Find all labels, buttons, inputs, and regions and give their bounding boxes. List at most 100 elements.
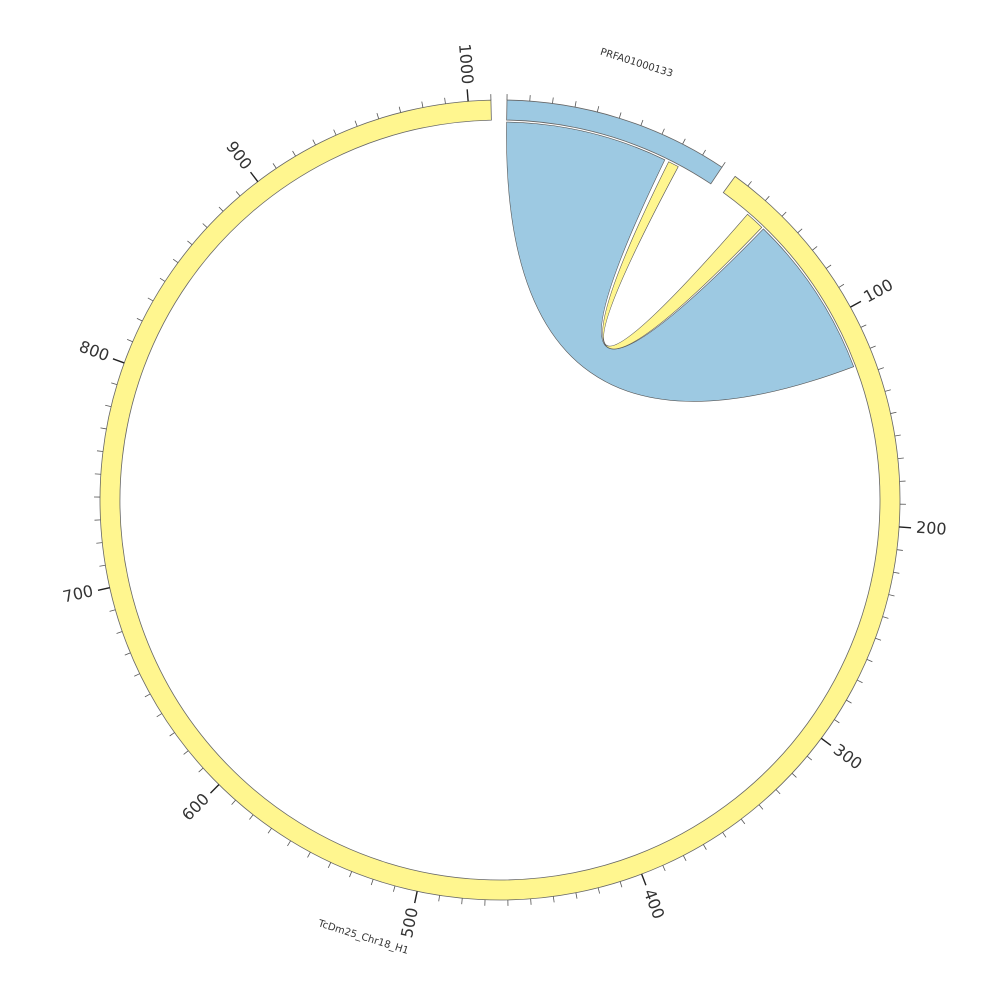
minor-tick bbox=[96, 542, 103, 544]
tick-label: 800 bbox=[77, 337, 112, 365]
minor-tick bbox=[806, 755, 813, 761]
minor-tick bbox=[393, 885, 396, 892]
sector bbox=[506, 99, 723, 185]
major-tick bbox=[413, 891, 418, 904]
minor-tick bbox=[100, 427, 107, 430]
minor-tick bbox=[333, 129, 337, 136]
minor-tick bbox=[890, 411, 897, 414]
tick-label: 200 bbox=[915, 518, 947, 539]
minor-tick bbox=[884, 389, 891, 392]
minor-tick bbox=[897, 457, 904, 459]
minor-tick bbox=[846, 699, 852, 704]
sector bbox=[99, 99, 901, 901]
minor-tick bbox=[758, 804, 764, 810]
minor-tick bbox=[597, 887, 601, 894]
sector-name: PRFA01000133 bbox=[599, 47, 674, 80]
major-tick bbox=[850, 300, 862, 308]
tick-label: 300 bbox=[830, 740, 866, 773]
minor-tick bbox=[860, 324, 867, 328]
minor-tick bbox=[134, 673, 140, 677]
tick-label: 700 bbox=[61, 581, 95, 606]
minor-tick bbox=[287, 840, 291, 847]
minor-tick bbox=[202, 223, 208, 228]
minor-tick bbox=[893, 571, 900, 574]
major-tick bbox=[466, 89, 469, 102]
minor-tick bbox=[159, 277, 166, 282]
minor-tick bbox=[96, 450, 103, 452]
minor-tick bbox=[702, 844, 707, 850]
minor-tick bbox=[857, 679, 863, 684]
minor-tick bbox=[552, 896, 555, 903]
minor-tick bbox=[376, 112, 380, 119]
minor-tick bbox=[834, 719, 840, 724]
link bbox=[506, 121, 855, 402]
minor-tick bbox=[370, 879, 374, 886]
minor-tick bbox=[722, 832, 727, 838]
minor-tick bbox=[272, 163, 277, 169]
major-tick bbox=[209, 784, 220, 794]
minor-tick bbox=[596, 106, 600, 113]
minor-tick bbox=[444, 97, 446, 104]
minor-tick bbox=[619, 881, 623, 888]
minor-tick bbox=[218, 206, 224, 212]
minor-tick bbox=[869, 345, 876, 349]
minor-tick bbox=[461, 898, 463, 905]
minor-tick bbox=[124, 652, 131, 656]
minor-tick bbox=[878, 367, 884, 371]
tick-label: 500 bbox=[397, 906, 422, 940]
major-tick bbox=[899, 526, 912, 529]
minor-tick bbox=[702, 149, 706, 156]
minor-tick bbox=[618, 112, 622, 119]
major-tick bbox=[641, 873, 647, 886]
minor-tick bbox=[327, 862, 332, 869]
minor-tick bbox=[421, 101, 424, 108]
minor-tick bbox=[791, 773, 797, 778]
minor-tick bbox=[662, 865, 666, 872]
minor-tick bbox=[888, 594, 895, 597]
minor-tick bbox=[812, 246, 818, 251]
minor-tick bbox=[882, 616, 889, 619]
minor-tick bbox=[781, 211, 787, 217]
minor-tick bbox=[147, 297, 154, 302]
tick-label: 100 bbox=[860, 275, 896, 306]
minor-tick bbox=[896, 549, 903, 551]
minor-tick bbox=[640, 119, 644, 126]
minor-tick bbox=[99, 564, 106, 567]
minor-tick bbox=[574, 101, 577, 108]
minor-tick bbox=[349, 871, 353, 878]
minor-tick bbox=[312, 139, 316, 146]
minor-tick bbox=[765, 195, 770, 201]
minor-tick bbox=[866, 659, 873, 663]
minor-tick bbox=[231, 799, 236, 805]
minor-tick bbox=[292, 150, 296, 157]
minor-tick bbox=[875, 637, 882, 641]
minor-tick bbox=[438, 895, 441, 902]
minor-tick bbox=[126, 338, 133, 343]
minor-tick bbox=[575, 892, 578, 899]
minor-tick bbox=[775, 789, 781, 795]
minor-tick bbox=[747, 181, 752, 187]
minor-tick bbox=[797, 228, 803, 234]
minor-tick bbox=[721, 161, 726, 168]
tick-label: 400 bbox=[640, 886, 669, 921]
major-tick bbox=[249, 171, 259, 183]
tick-label: 900 bbox=[222, 137, 256, 173]
minor-tick bbox=[111, 382, 118, 385]
sector-name: TcDm25_Chr18_H1 bbox=[316, 918, 410, 957]
minor-tick bbox=[825, 264, 832, 269]
minor-tick bbox=[661, 128, 665, 135]
minor-tick bbox=[144, 693, 151, 698]
minor-tick bbox=[894, 434, 901, 437]
minor-tick bbox=[249, 814, 254, 820]
major-tick bbox=[112, 358, 125, 364]
minor-tick bbox=[109, 609, 116, 612]
minor-tick bbox=[552, 97, 554, 104]
major-tick bbox=[97, 586, 110, 591]
minor-tick bbox=[116, 631, 123, 634]
minor-tick bbox=[198, 767, 204, 773]
minor-tick bbox=[838, 283, 845, 288]
tick-label: 1000 bbox=[455, 43, 477, 85]
minor-tick bbox=[172, 258, 179, 264]
links bbox=[506, 121, 855, 402]
